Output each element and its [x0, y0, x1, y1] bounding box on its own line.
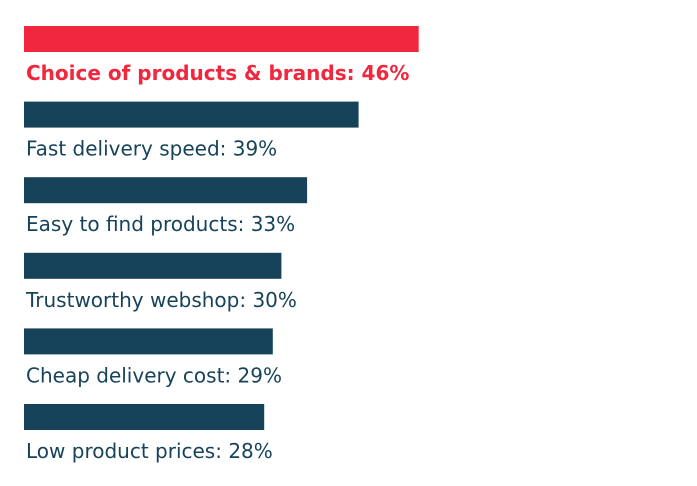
bar-1 — [24, 26, 419, 52]
bar-4 — [24, 252, 282, 279]
bar-6 — [24, 404, 265, 430]
bar-label-3: Easy to find products: 33% — [26, 212, 295, 236]
bar-3 — [24, 177, 308, 204]
bar-5 — [24, 328, 273, 355]
bar-label-1: Choice of products & brands: 46% — [26, 61, 409, 85]
bar-2 — [24, 101, 359, 128]
bar-label-2: Fast delivery speed: 39% — [26, 137, 277, 161]
bar-label-4: Trustworthy webshop: 30% — [25, 288, 297, 312]
bar-label-5: Cheap delivery cost: 29% — [26, 363, 282, 387]
bar-label-6: Low product prices: 28% — [26, 439, 273, 463]
